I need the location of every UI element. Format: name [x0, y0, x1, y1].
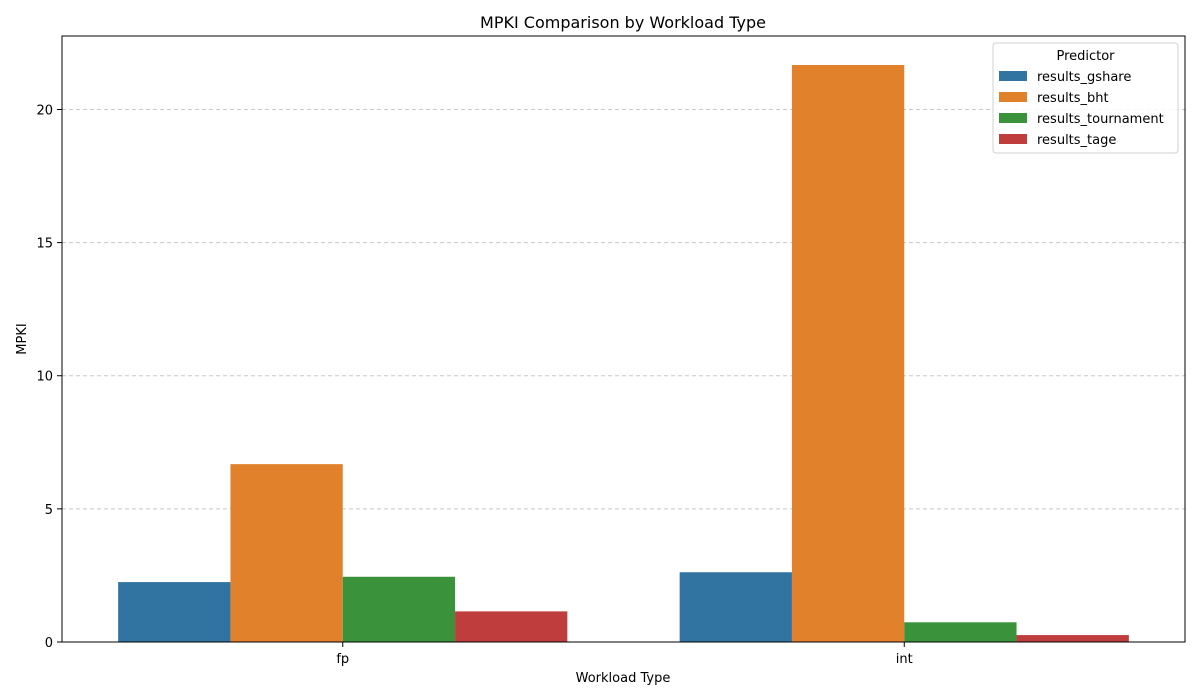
legend-label-results_bht: results_bht	[1037, 91, 1109, 106]
y-tick-label: 20	[36, 103, 53, 118]
legend: Predictor results_gshare results_bhtresult…	[992, 42, 1179, 154]
legend-swatch-results_gshare	[999, 71, 1027, 81]
bar-results_tage-fp	[455, 611, 568, 642]
chart-title: MPKI Comparison by Workload Type	[480, 13, 766, 32]
bar-results_bht-int	[791, 65, 905, 642]
bars	[118, 65, 1129, 642]
plot-frame	[61, 35, 1186, 643]
y-tick-label: 5	[45, 503, 53, 518]
legend-label-results_gshare: results_gshare	[1037, 70, 1131, 85]
bar-results_gshare-fp	[118, 582, 231, 642]
legend-label-results_tournament: results_tournament	[1037, 112, 1164, 127]
y-tick-label: 15	[36, 237, 53, 252]
axes	[61, 35, 1186, 643]
legend-swatch-results_bht	[999, 92, 1027, 102]
bar-results_bht-fp	[230, 464, 343, 642]
y-tick-label: 10	[36, 370, 53, 385]
y-ticks: 0 5 10 15 20	[36, 103, 62, 651]
y-tick-label: 0	[45, 636, 53, 651]
x-tick-label: int	[896, 652, 913, 667]
bar-results_tournament-int	[904, 622, 1017, 642]
bar-results_tournament-fp	[342, 576, 456, 642]
x-tick-label: fp	[336, 652, 349, 667]
bar-results_gshare-int	[679, 572, 792, 642]
legend-swatch-results_tournament	[999, 113, 1027, 123]
legend-swatch-results_tage	[999, 134, 1027, 144]
legend-box	[992, 42, 1179, 154]
x-ticks: fp int	[336, 642, 913, 667]
grid	[62, 108, 1185, 510]
bar-results_tage-int	[1016, 635, 1129, 642]
legend-title: Predictor	[1056, 49, 1115, 64]
legend-label-results_tage: results_tage	[1037, 133, 1116, 148]
y-axis-label: MPKI	[15, 323, 30, 354]
x-axis-label: Workload Type	[576, 671, 671, 686]
